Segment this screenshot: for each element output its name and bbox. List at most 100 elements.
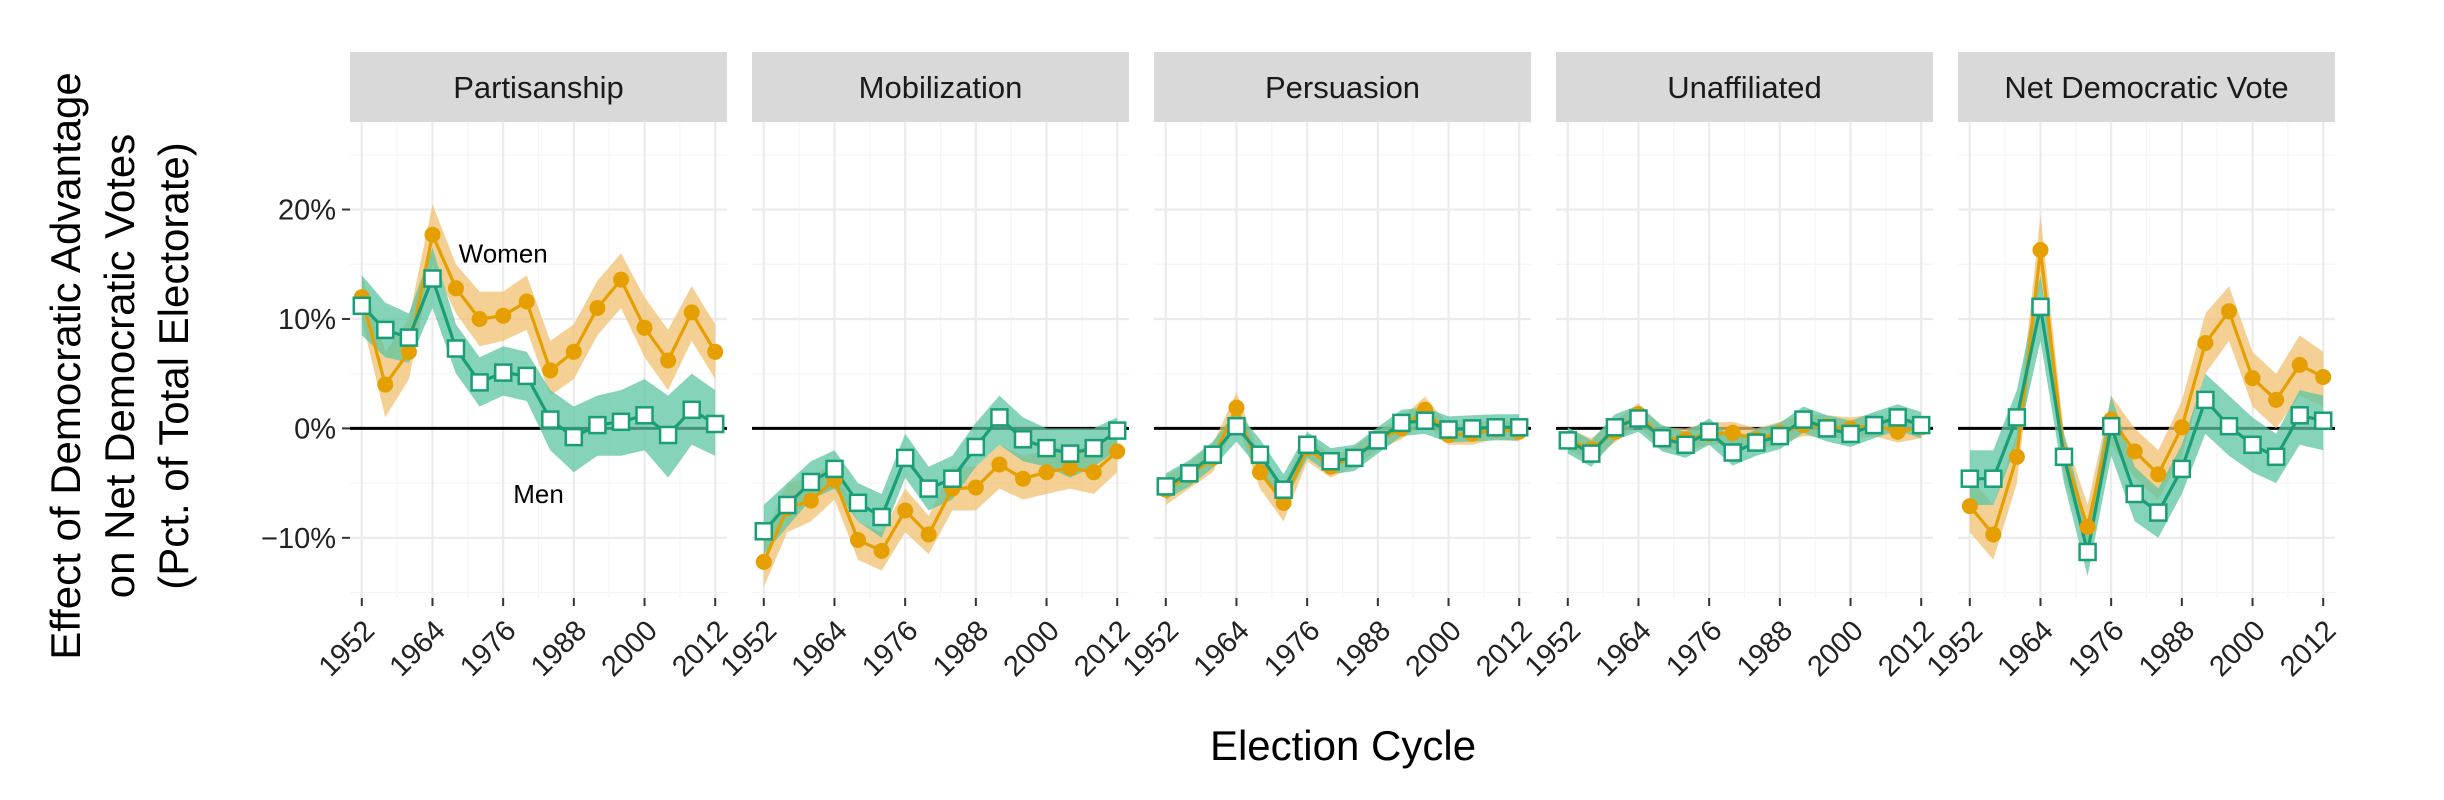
women-point bbox=[2221, 303, 2237, 320]
women-point bbox=[424, 226, 441, 243]
y-tick-label: 20% bbox=[278, 195, 336, 227]
men-point bbox=[754, 522, 774, 541]
men-point bbox=[2125, 484, 2144, 504]
women-point bbox=[920, 526, 937, 543]
men-point bbox=[1037, 438, 1056, 458]
men-point bbox=[1841, 424, 1860, 444]
women-point bbox=[448, 280, 464, 297]
panel-strip-title: Net Democratic Vote bbox=[2004, 70, 2288, 105]
x-tick-label: 2000 bbox=[596, 615, 664, 683]
men-point bbox=[872, 507, 891, 527]
men-point bbox=[352, 296, 372, 316]
women-point bbox=[1889, 423, 1906, 440]
women-point bbox=[2291, 356, 2308, 373]
women-point bbox=[967, 479, 984, 496]
women-point bbox=[2079, 518, 2096, 535]
men-point bbox=[1558, 431, 1578, 450]
women-point bbox=[565, 343, 582, 360]
panel-net-democratic-vote: Net Democratic Vote 1952 1964 1976 1988 2000 2… bbox=[1921, 52, 2343, 683]
men-point bbox=[1392, 413, 1411, 433]
men-line bbox=[1165, 419, 1520, 492]
men-point bbox=[2243, 435, 2262, 455]
x-tick-label: 1988 bbox=[525, 615, 593, 683]
men-point bbox=[1203, 445, 1223, 464]
men-point bbox=[658, 425, 678, 445]
men-point bbox=[1960, 469, 1980, 488]
men-point bbox=[446, 339, 466, 358]
men-line bbox=[1969, 305, 2324, 554]
panel-strip-title: Unaffiliated bbox=[1667, 70, 1822, 105]
women-point bbox=[2032, 242, 2049, 258]
men-point bbox=[825, 459, 844, 479]
men-point bbox=[2101, 416, 2121, 436]
men-point bbox=[1984, 469, 2003, 488]
x-tick-label: 2012 bbox=[1470, 615, 1538, 683]
men-point bbox=[635, 406, 654, 425]
women-point bbox=[589, 300, 606, 316]
women-point bbox=[873, 542, 890, 559]
x-tick-label: 1964 bbox=[1992, 615, 2060, 683]
women-point bbox=[1961, 498, 1978, 515]
men-point bbox=[2266, 447, 2286, 467]
women-line bbox=[1968, 248, 2324, 537]
women-point bbox=[542, 362, 559, 379]
panel-strip bbox=[1556, 52, 1933, 122]
men-point bbox=[2196, 390, 2215, 410]
men-point bbox=[1888, 408, 1907, 427]
x-tick-label: 1964 bbox=[1590, 615, 1658, 683]
women-confidence-band bbox=[1969, 215, 2324, 560]
women-point bbox=[660, 352, 677, 369]
men-point bbox=[966, 437, 986, 457]
men-point bbox=[2219, 416, 2239, 436]
series-annotation-women: Women bbox=[459, 238, 548, 268]
men-point bbox=[1274, 480, 1293, 499]
women-line bbox=[1164, 406, 1520, 505]
men-point bbox=[1439, 420, 1458, 439]
men-point bbox=[1794, 410, 1813, 429]
men-point bbox=[376, 320, 395, 340]
panel-mobilization: Mobilization 1952 1964 1976 1988 2000 2012 bbox=[715, 52, 1137, 683]
men-point bbox=[1486, 418, 1505, 437]
y-axis-title-line-1: Effect of Democratic Advantage bbox=[42, 72, 89, 660]
men-point bbox=[1676, 435, 1695, 455]
women-point bbox=[1062, 459, 1079, 476]
women-point bbox=[377, 376, 394, 393]
men-point bbox=[919, 479, 938, 498]
men-point bbox=[1084, 438, 1103, 458]
x-tick-label: 1988 bbox=[1731, 615, 1799, 683]
men-point bbox=[399, 328, 419, 347]
x-tick-label: 1988 bbox=[927, 615, 995, 683]
y-axis-title-line-2: on Net Democratic Votes bbox=[96, 134, 143, 599]
x-tick-label: 2000 bbox=[1400, 615, 1468, 683]
men-point bbox=[2290, 406, 2309, 425]
men-point bbox=[2172, 459, 2192, 479]
men-point bbox=[1509, 418, 1529, 437]
women-point bbox=[471, 311, 488, 327]
men-point bbox=[2078, 542, 2097, 562]
women-point bbox=[683, 304, 700, 321]
men-point bbox=[2054, 447, 2074, 467]
panel-strip-title: Persuasion bbox=[1265, 70, 1420, 105]
x-tick-label: 1976 bbox=[856, 615, 924, 683]
women-point bbox=[1724, 424, 1741, 441]
panel-partisanship: Partisanship Women Men 1952 1964 1976 1988 2000… bbox=[313, 52, 735, 683]
y-tick-label: 10% bbox=[278, 304, 336, 336]
women-point bbox=[707, 343, 724, 360]
men-point bbox=[1321, 451, 1340, 471]
men-point bbox=[682, 400, 701, 420]
x-tick-label: 1964 bbox=[1188, 615, 1256, 683]
men-point bbox=[1345, 448, 1364, 468]
women-point bbox=[613, 271, 629, 288]
men-point bbox=[1013, 430, 1033, 449]
x-tick-label: 1964 bbox=[384, 615, 452, 683]
men-point bbox=[1060, 444, 1080, 463]
men-confidence-band bbox=[1969, 275, 2324, 577]
women-point bbox=[400, 343, 417, 360]
men-point bbox=[895, 448, 915, 468]
x-tick-label: 2012 bbox=[666, 615, 734, 683]
x-tick-label: 1952 bbox=[715, 615, 783, 683]
y-axis: −10% 0% 10% 20% bbox=[261, 195, 350, 555]
y-axis-title: Effect of Democratic Advantage on Net De… bbox=[42, 72, 197, 660]
men-point bbox=[564, 427, 584, 447]
